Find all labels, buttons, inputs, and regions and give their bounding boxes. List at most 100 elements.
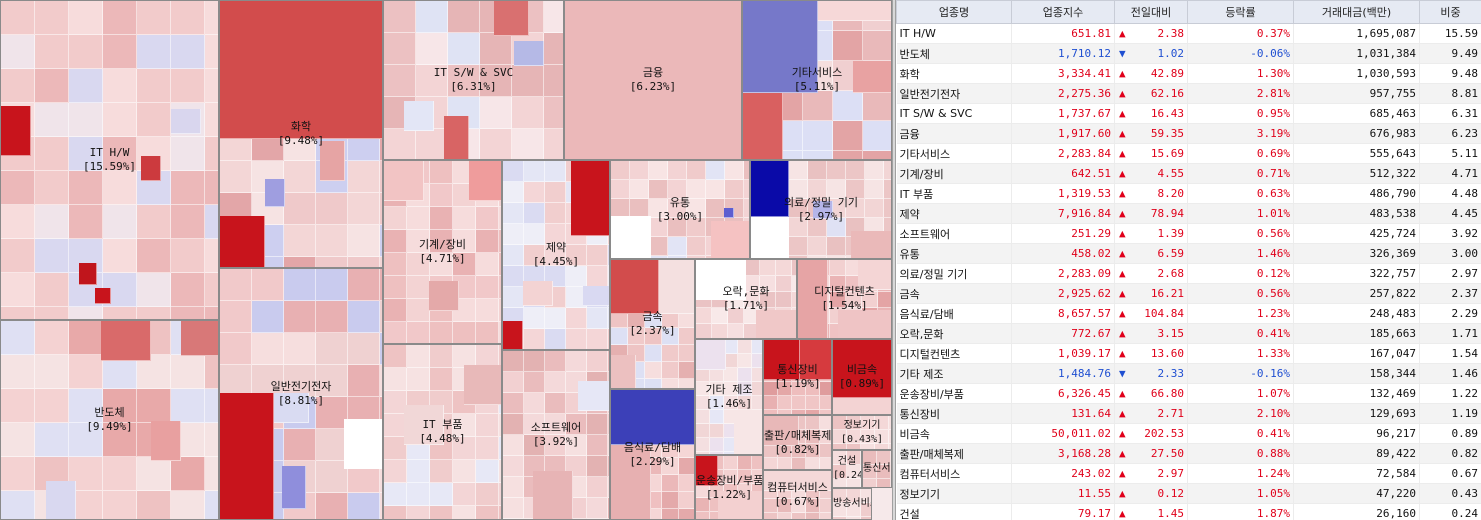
stock-tile[interactable] [833,398,891,414]
stock-tile[interactable] [252,365,284,397]
stock-tile[interactable] [778,396,792,410]
stock-tile[interactable] [344,419,382,469]
stock-tile[interactable] [566,308,587,329]
stock-tile[interactable] [453,506,476,519]
stock-tile[interactable] [476,322,499,343]
stock-tile[interactable] [171,205,205,239]
stock-tile[interactable] [792,276,796,292]
stock-tile[interactable] [846,180,865,199]
col-header-name[interactable]: 업종명 [896,0,1012,24]
stock-tile[interactable] [503,224,524,245]
stock-tile[interactable] [430,368,453,391]
stock-tile[interactable] [838,310,891,338]
stock-tile[interactable] [512,129,544,159]
stock-tile[interactable] [205,205,218,239]
table-row[interactable]: 건설 79.17 ▲ 1.45 1.87% 26,160 0.24 [896,503,1481,520]
stock-tile[interactable] [137,35,171,69]
stock-tile[interactable] [407,207,430,230]
stock-tile[interactable] [524,372,545,393]
stock-tile[interactable] [649,237,668,256]
stock-tile[interactable] [865,161,884,180]
stock-tile[interactable] [205,423,218,457]
stock-tile[interactable] [380,193,382,225]
stock-tile[interactable] [453,414,476,437]
stock-tile[interactable] [220,161,252,193]
stock-tile[interactable] [499,207,501,230]
table-row[interactable]: 출판/매체복제 3,168.28 ▲ 27.50 0.88% 89,422 0.82 [896,443,1481,464]
stock-tile[interactable] [792,499,806,513]
stock-tile[interactable] [476,460,499,483]
stock-tile[interactable] [503,161,524,182]
table-row[interactable]: 기계/장비 642.51 ▲ 4.55 0.71% 512,322 4.71 [896,163,1481,184]
sector-tile-mach[interactable]: 기계/장비 [4.71%] [383,160,502,344]
stock-tile[interactable] [384,161,424,201]
stock-tile[interactable] [137,389,171,423]
col-header-change[interactable]: 전일대비 [1114,0,1188,24]
stock-tile[interactable] [744,260,760,276]
stock-tile[interactable] [756,310,796,338]
stock-tile[interactable] [499,253,501,276]
sector-tile-telsvc[interactable]: 통신서비스 [862,450,892,488]
stock-tile[interactable] [820,430,831,444]
stock-tile[interactable] [764,382,778,396]
stock-tile[interactable] [220,216,265,267]
stock-tile[interactable] [430,506,453,519]
stock-tile[interactable] [724,368,738,382]
stock-tile[interactable] [252,333,284,365]
stock-tile[interactable] [608,351,609,372]
stock-tile[interactable] [151,421,181,461]
stock-tile[interactable] [384,65,416,97]
stock-tile[interactable] [764,444,778,458]
stock-tile[interactable] [725,180,744,199]
stock-tile[interactable] [611,161,630,180]
stock-tile[interactable] [696,512,710,519]
table-row[interactable]: 소프트웨어 251.29 ▲ 1.39 0.56% 425,724 3.92 [896,223,1481,244]
stock-tile[interactable] [578,381,609,411]
stock-tile[interactable] [792,396,806,410]
stock-tile[interactable] [752,368,762,382]
stock-tile[interactable] [764,513,778,519]
stock-tile[interactable] [407,368,430,391]
stock-tile[interactable] [430,253,453,276]
stock-tile[interactable] [571,161,609,236]
stock-tile[interactable] [316,193,348,225]
stock-tile[interactable] [776,292,792,308]
stock-tile[interactable] [889,430,891,444]
stock-tile[interactable] [679,441,694,458]
stock-tile[interactable] [430,184,453,207]
stock-tile[interactable] [380,333,382,365]
stock-tile[interactable] [776,260,792,276]
stock-tile[interactable] [752,382,762,396]
stock-tile[interactable] [1,171,35,205]
stock-tile[interactable] [662,441,679,458]
stock-tile[interactable] [545,414,566,435]
stock-tile[interactable] [712,308,728,324]
stock-tile[interactable] [137,1,171,35]
table-row[interactable]: 디지털컨텐츠 1,039.17 ▲ 13.60 1.33% 167,047 1.54 [896,343,1481,364]
stock-tile[interactable] [69,307,103,319]
stock-tile[interactable] [171,239,205,273]
stock-tile[interactable] [384,483,407,506]
stock-tile[interactable] [69,355,103,389]
stock-tile[interactable] [738,456,752,470]
stock-tile[interactable] [566,435,587,456]
stock-tile[interactable] [806,458,820,469]
stock-tile[interactable] [499,414,501,437]
stock-tile[interactable] [171,171,205,205]
table-row[interactable]: 화학 3,334.41 ▲ 42.89 1.30% 1,030,593 9.48 [896,63,1481,84]
stock-tile[interactable] [103,457,137,491]
table-row[interactable]: 금속 2,925.62 ▲ 16.21 0.56% 257,822 2.37 [896,283,1481,304]
table-row[interactable]: 컴퓨터서비스 243.02 ▲ 2.97 1.24% 72,584 0.67 [896,463,1481,484]
stock-tile[interactable] [744,276,760,292]
sector-tile-pharma[interactable]: 제약 [4.45%] [502,160,610,350]
stock-tile[interactable] [679,379,694,388]
stock-tile[interactable] [205,457,218,491]
stock-tile[interactable] [566,329,587,349]
stock-tile[interactable] [503,287,524,308]
stock-tile[interactable] [830,260,846,276]
stock-tile[interactable] [503,245,524,266]
stock-tile[interactable] [751,217,789,258]
stock-tile[interactable] [776,276,792,292]
stock-tile[interactable] [524,161,545,182]
stock-tile[interactable] [407,345,430,368]
